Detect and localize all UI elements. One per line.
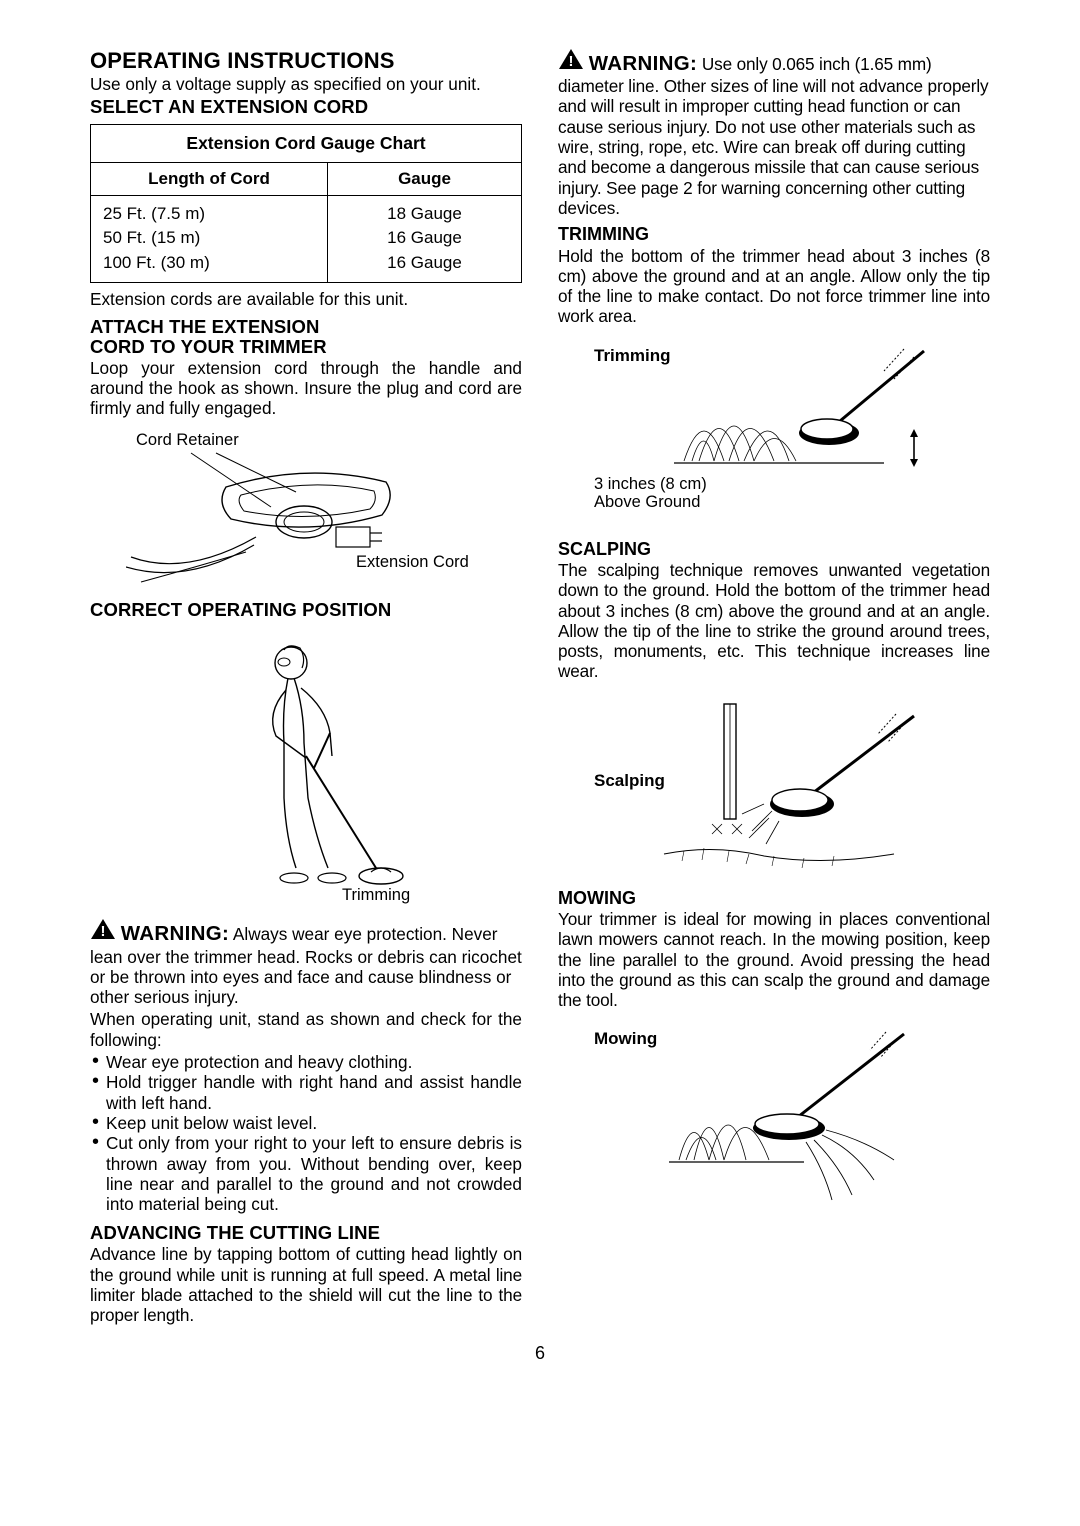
svg-text:!: ! <box>101 923 106 940</box>
attach-heading-line1: ATTACH THE EXTENSION <box>90 316 319 337</box>
chart-gauges: 18 Gauge 16 Gauge 16 Gauge <box>328 195 522 282</box>
select-extension-heading: SELECT AN EXTENSION CORD <box>90 96 522 118</box>
operating-instructions-heading: OPERATING INSTRUCTIONS <box>90 48 522 74</box>
chart-title: Extension Cord Gauge Chart <box>91 125 522 163</box>
scalping-figure: Scalping <box>558 696 990 876</box>
trimming-heading: TRIMMING <box>558 224 990 245</box>
trimming-caption-l1: 3 inches (8 cm) <box>594 475 707 493</box>
correct-position-heading: CORRECT OPERATING POSITION <box>90 599 522 621</box>
bullet-4: Cut only from your right to your left to… <box>90 1133 522 1214</box>
extension-cord-gauge-chart: Extension Cord Gauge Chart Length of Cor… <box>90 124 522 283</box>
attach-heading: ATTACH THE EXTENSION CORD TO YOUR TRIMME… <box>90 317 522 358</box>
scalping-fig-label: Scalping <box>594 771 665 790</box>
operating-position-illustration: Trimming <box>176 628 436 908</box>
cord-retainer-label: Cord Retainer <box>136 431 239 449</box>
chart-col-gauge: Gauge <box>328 162 522 195</box>
right-column: ! WARNING: Use only 0.065 inch (1.65 mm)… <box>558 48 990 1325</box>
attach-body: Loop your extension cord through the han… <box>90 358 522 419</box>
operating-checklist: Wear eye protection and heavy clothing. … <box>90 1052 522 1214</box>
mowing-heading: MOWING <box>558 888 990 909</box>
operating-position-figure: Trimming <box>90 628 522 908</box>
trimming-figure: Trimming <box>558 341 990 511</box>
advancing-heading: ADVANCING THE CUTTING LINE <box>90 1222 522 1244</box>
bullet-2: Hold trigger handle with right hand and … <box>90 1072 522 1113</box>
chart-lengths: 25 Ft. (7.5 m) 50 Ft. (15 m) 100 Ft. (30… <box>91 195 328 282</box>
mowing-body: Your trimmer is ideal for mowing in plac… <box>558 909 990 1010</box>
scalping-illustration: Scalping <box>574 696 974 876</box>
scalping-body: The scalping technique removes unwanted … <box>558 560 990 682</box>
trimming-figure-label: Trimming <box>342 886 410 904</box>
bullet-3: Keep unit below waist level. <box>90 1113 522 1133</box>
advancing-body: Advance line by tapping bottom of cuttin… <box>90 1244 522 1325</box>
mowing-figure: Mowing <box>558 1020 990 1210</box>
operate-intro: When operating unit, stand as shown and … <box>90 1009 522 1050</box>
left-column: OPERATING INSTRUCTIONS Use only a voltag… <box>90 48 522 1325</box>
warning-icon: ! <box>90 924 121 944</box>
warning-word: WARNING: <box>589 52 697 75</box>
intro-text: Use only a voltage supply as specified o… <box>90 74 522 94</box>
manual-page: OPERATING INSTRUCTIONS Use only a voltag… <box>90 48 990 1325</box>
chart-col-length: Length of Cord <box>91 162 328 195</box>
mowing-illustration: Mowing <box>574 1020 974 1210</box>
svg-text:!: ! <box>569 53 574 70</box>
extension-note: Extension cords are available for this u… <box>90 289 522 309</box>
trimming-body: Hold the bottom of the trimmer head abou… <box>558 246 990 327</box>
cord-retainer-illustration: Cord Retainer Extension Cord <box>126 427 486 587</box>
scalping-heading: SCALPING <box>558 539 990 560</box>
cord-retainer-figure: Cord Retainer Extension Cord <box>90 427 522 587</box>
trimming-fig-label: Trimming <box>594 346 671 365</box>
warning-block-1: ! WARNING: Always wear eye protection. N… <box>90 918 522 1007</box>
extension-cord-label: Extension Cord <box>356 553 469 571</box>
trimming-illustration: Trimming <box>574 341 974 511</box>
page-number: 6 <box>90 1343 990 1364</box>
bullet-1: Wear eye protection and heavy clothing. <box>90 1052 522 1072</box>
mowing-fig-label: Mowing <box>594 1029 657 1048</box>
warning-word: WARNING: <box>121 922 229 945</box>
warning2-body: Use only 0.065 inch (1.65 mm) diameter l… <box>558 54 988 218</box>
attach-heading-line2: CORD TO YOUR TRIMMER <box>90 336 327 357</box>
trimming-caption-l2: Above Ground <box>594 493 700 511</box>
warning-icon: ! <box>558 54 589 74</box>
warning-block-2: ! WARNING: Use only 0.065 inch (1.65 mm)… <box>558 48 990 218</box>
